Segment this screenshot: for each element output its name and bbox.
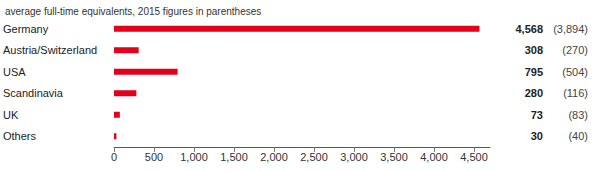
svg-text:500: 500 (145, 151, 163, 163)
svg-text:3,000: 3,000 (340, 151, 368, 163)
svg-text:average full-time equivalents,: average full-time equivalents, 2015 figu… (5, 6, 261, 17)
svg-text:Others: Others (3, 130, 37, 142)
svg-text:Austria/Switzerland: Austria/Switzerland (3, 44, 97, 56)
svg-text:4,568: 4,568 (515, 23, 543, 35)
svg-text:0: 0 (111, 151, 117, 163)
svg-text:2,000: 2,000 (260, 151, 288, 163)
svg-text:Scandinavia: Scandinavia (3, 87, 64, 99)
svg-text:1,500: 1,500 (220, 151, 248, 163)
svg-text:4,500: 4,500 (460, 151, 488, 163)
svg-text:2,500: 2,500 (300, 151, 328, 163)
svg-text:USA: USA (3, 66, 26, 78)
svg-text:308: 308 (525, 44, 543, 56)
svg-text:280: 280 (525, 87, 543, 99)
svg-text:(116): (116) (563, 87, 588, 99)
svg-text:(504): (504) (562, 66, 588, 78)
svg-text:1,000: 1,000 (180, 151, 208, 163)
svg-text:(3,894): (3,894) (553, 23, 588, 35)
svg-text:30: 30 (531, 130, 543, 142)
svg-text:UK: UK (3, 109, 19, 121)
svg-text:(83): (83) (568, 109, 588, 121)
svg-text:795: 795 (525, 66, 543, 78)
svg-text:(40): (40) (568, 130, 588, 142)
svg-text:4,000: 4,000 (420, 151, 448, 163)
svg-text:Germany: Germany (3, 23, 49, 35)
svg-text:3,500: 3,500 (380, 151, 408, 163)
svg-text:73: 73 (531, 109, 543, 121)
svg-text:(270): (270) (562, 44, 588, 56)
